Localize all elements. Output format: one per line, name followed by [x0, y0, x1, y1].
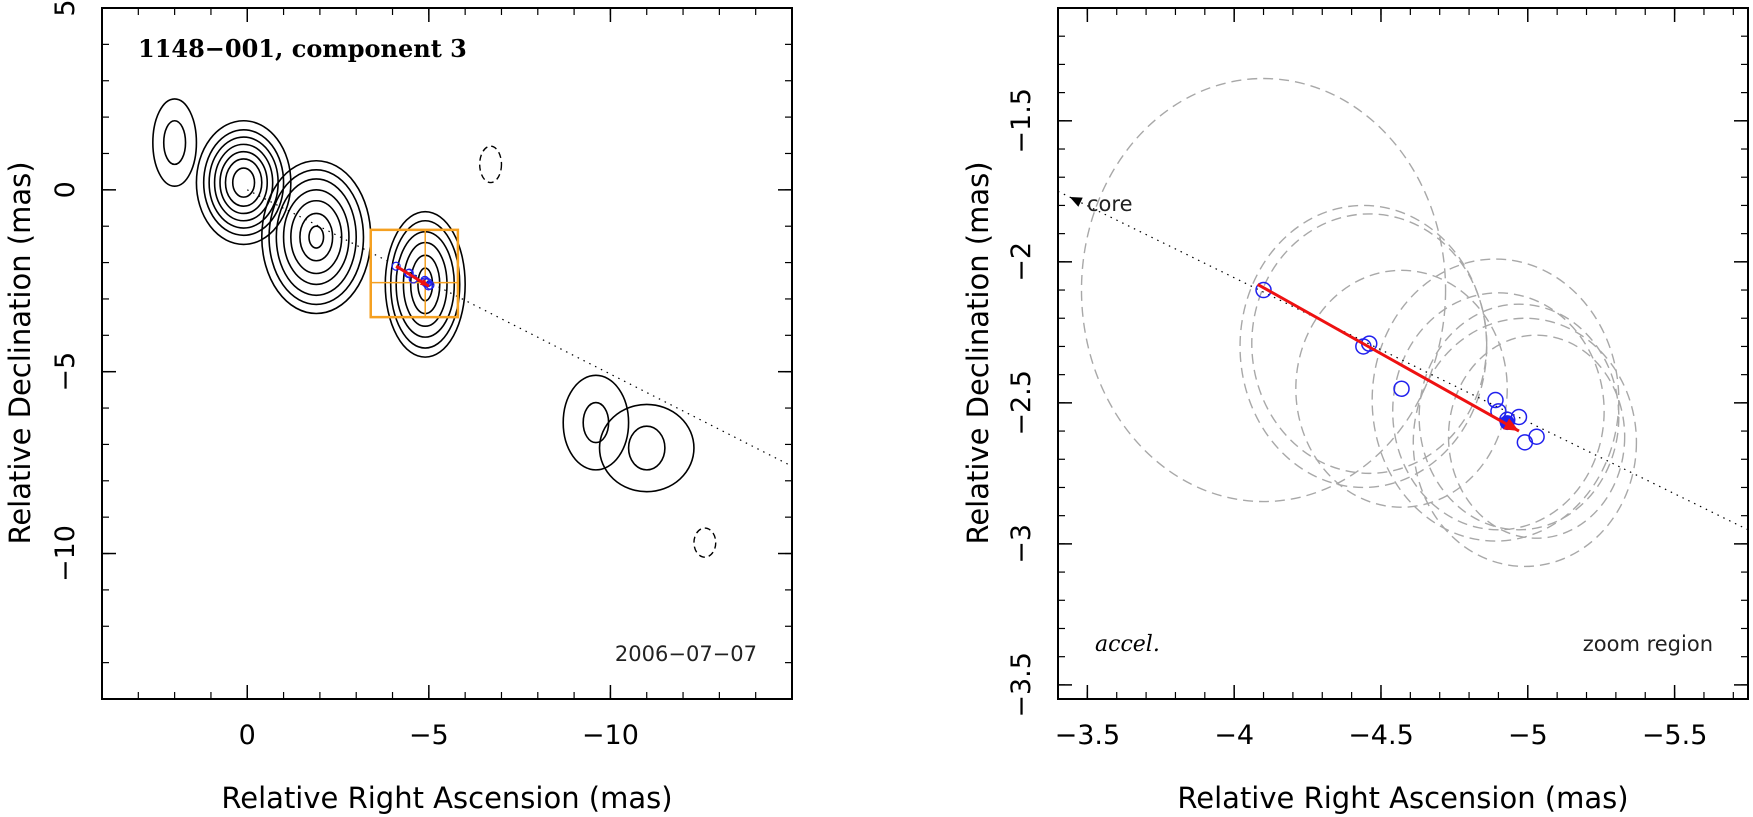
right-y-axis-label: Relative Declination (mas) — [961, 161, 995, 544]
contour-outer-blob-1 — [562, 374, 630, 471]
contour-core — [202, 129, 285, 237]
error-ellipse — [1371, 258, 1620, 542]
left-date-label: 2006−07−07 — [615, 642, 757, 666]
right-core-label: core — [1087, 192, 1133, 216]
negative-contour — [693, 527, 717, 558]
right-plot-frame — [1057, 7, 1749, 700]
left-x-axis-label: Relative Right Ascension (mas) — [221, 781, 672, 815]
contour-core — [213, 143, 274, 222]
error-ellipse — [1080, 77, 1447, 503]
y-tick-label: −5 — [50, 352, 81, 392]
right-zoom-region-label: zoom region — [1583, 632, 1713, 656]
contour-component-2 — [282, 189, 350, 286]
position-point — [1487, 391, 1504, 409]
x-tick-label: −10 — [582, 720, 639, 751]
x-tick-label: −4 — [1214, 720, 1254, 751]
error-ellipse — [1447, 334, 1626, 539]
contour-component-2 — [260, 159, 372, 315]
contour-blob-a — [162, 119, 187, 166]
x-tick-label: −5.5 — [1642, 720, 1708, 751]
jet-axis-line-zoom — [1058, 190, 1748, 531]
contour-core — [195, 119, 292, 246]
error-ellipse — [1392, 292, 1605, 531]
y-tick-label: −2 — [1006, 242, 1037, 282]
contour-component-3 — [384, 210, 466, 358]
left-velocity-arrowhead — [419, 278, 429, 287]
left-panel: 0 −5 −10 5 0 −5 −10 1148−001, component 3 200… — [3, 0, 793, 815]
contour-outer-blob-2 — [627, 425, 666, 471]
contour-component-2 — [290, 199, 343, 275]
left-title: 1148−001, component 3 — [138, 34, 467, 63]
contour-component-2 — [268, 169, 365, 306]
right-panel: −3.5 −4 −4.5 −5 −5.5 −1.5 −2 −2.5 −3 −3.5 accel.… — [961, 7, 1749, 815]
y-tick-label: −3 — [1006, 524, 1037, 564]
zoom-box — [369, 228, 460, 319]
right-velocity-arrowhead — [1503, 418, 1519, 432]
contour-outer-blob-2 — [598, 403, 695, 493]
right-accel-label: accel. — [1095, 632, 1160, 657]
x-tick-label: −5 — [409, 720, 449, 751]
contour-component-2 — [308, 225, 325, 249]
error-ellipse — [1418, 303, 1620, 531]
left-y-axis-label: Relative Declination (mas) — [3, 161, 37, 544]
right-x-axis: −3.5 −4 −4.5 −5 −5.5 — [1055, 8, 1734, 751]
position-point — [1516, 434, 1534, 451]
position-point — [1255, 281, 1272, 299]
core-direction-arrowhead — [1069, 196, 1083, 207]
error-ellipse — [1251, 213, 1488, 475]
contour-core — [231, 167, 256, 198]
x-tick-label: 0 — [239, 720, 256, 751]
error-ellipse — [1412, 317, 1638, 568]
left-position-marker — [391, 261, 401, 271]
right-velocity-arrow — [1256, 283, 1520, 433]
y-tick-label: −1.5 — [1006, 88, 1037, 154]
jet-axis-line — [246, 189, 793, 467]
contour-core — [219, 150, 269, 215]
x-tick-label: −3.5 — [1055, 720, 1121, 751]
y-tick-label: 5 — [50, 0, 81, 17]
left-plot-area — [152, 98, 793, 558]
x-tick-label: −4.5 — [1348, 720, 1414, 751]
contour-core — [224, 158, 263, 208]
error-ellipse — [1239, 204, 1488, 489]
position-point — [1528, 428, 1545, 445]
y-tick-label: −10 — [50, 525, 81, 582]
left-y-axis: 5 0 −5 −10 — [50, 0, 792, 700]
y-tick-label: −2.5 — [1006, 370, 1037, 436]
error-ellipse — [1295, 269, 1508, 508]
left-plot-frame — [101, 7, 793, 700]
right-y-axis: −1.5 −2 −2.5 −3 −3.5 — [1006, 7, 1748, 718]
right-plot-area — [1058, 77, 1748, 568]
y-tick-label: 0 — [50, 181, 81, 198]
x-tick-label: −5 — [1508, 720, 1548, 751]
contour-outer-blob-1 — [582, 401, 610, 444]
position-point — [1393, 380, 1410, 398]
left-x-axis: 0 −5 −10 — [101, 8, 793, 751]
contour-component-2 — [299, 212, 334, 262]
contour-blob-a — [152, 98, 198, 188]
y-tick-label: −3.5 — [1006, 652, 1037, 718]
right-clipped-layer — [1058, 77, 1748, 568]
contour-component-3 — [389, 219, 461, 349]
contour-component-2 — [275, 178, 358, 297]
negative-contour — [478, 145, 503, 184]
right-x-axis-label: Relative Right Ascension (mas) — [1177, 781, 1628, 815]
